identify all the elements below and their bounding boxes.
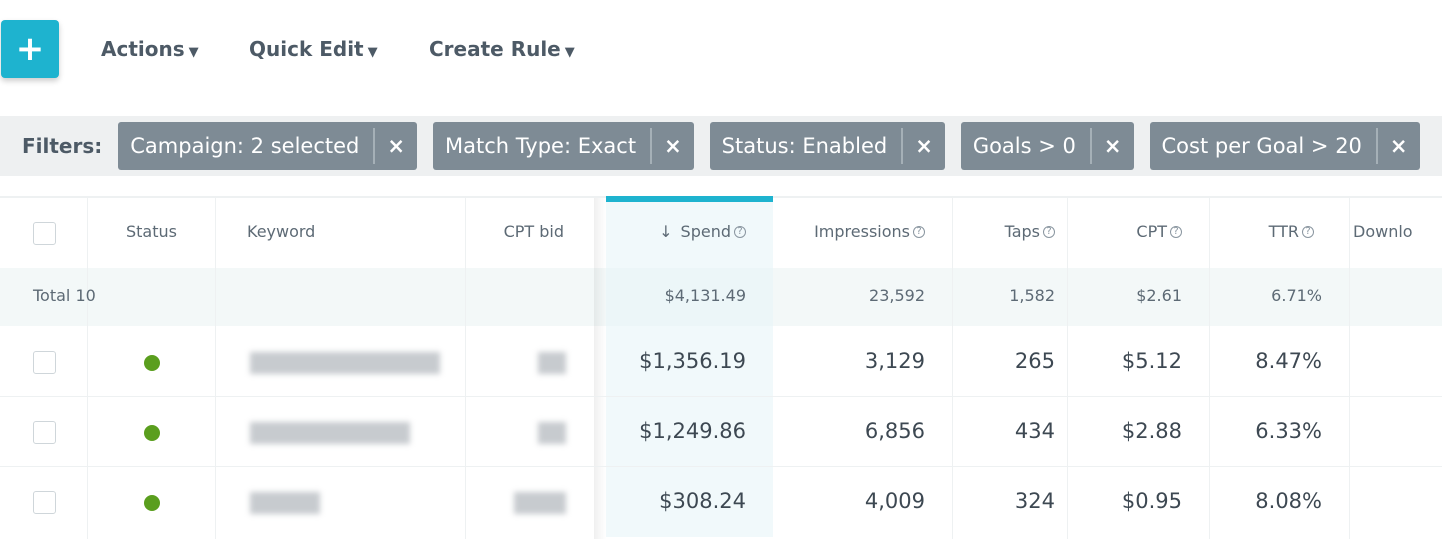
filters-label: Filters:	[22, 134, 103, 158]
col-divider	[773, 198, 953, 539]
col-divider	[88, 198, 216, 539]
header-spend-label: Spend	[680, 222, 731, 241]
help-icon[interactable]: ?	[734, 225, 746, 238]
keyword-redacted	[250, 492, 320, 514]
header-cpt[interactable]: CPT?	[1136, 222, 1182, 241]
total-spend: $4,131.49	[664, 286, 746, 305]
cell-impressions: 6,856	[864, 419, 925, 443]
col-divider	[216, 198, 466, 539]
cell-taps: 265	[1014, 349, 1055, 373]
create-rule-menu[interactable]: Create Rule ▼	[429, 37, 575, 61]
select-all-checkbox[interactable]	[33, 222, 56, 245]
header-ttr[interactable]: TTR?	[1269, 222, 1314, 241]
chip-label: Cost per Goal > 20	[1161, 134, 1362, 158]
actions-label: Actions	[101, 37, 185, 61]
cell-taps: 434	[1014, 419, 1055, 443]
total-taps: 1,582	[1009, 286, 1055, 305]
cell-ttr: 6.33%	[1255, 419, 1322, 443]
header-impressions[interactable]: Impressions?	[814, 222, 925, 241]
header-keyword[interactable]: Keyword	[247, 222, 316, 241]
cpt-bid-redacted	[538, 352, 566, 374]
quick-edit-label: Quick Edit	[249, 37, 364, 61]
cell-ttr: 8.47%	[1255, 349, 1322, 373]
row-divider	[0, 396, 1442, 397]
col-divider	[0, 198, 88, 539]
chevron-down-icon: ▼	[188, 45, 199, 60]
cell-spend: $308.24	[659, 489, 746, 513]
frozen-divider	[594, 198, 606, 539]
cell-impressions: 4,009	[864, 489, 925, 513]
cell-cpt: $0.95	[1121, 489, 1182, 513]
header-ttr-label: TTR	[1268, 222, 1299, 241]
filter-chip-campaign[interactable]: Campaign: 2 selected ×	[118, 122, 417, 170]
cell-impressions: 3,129	[864, 349, 925, 373]
cpt-bid-redacted	[538, 422, 566, 444]
total-impressions: 23,592	[869, 286, 925, 305]
close-icon[interactable]: ×	[650, 128, 694, 164]
filter-bar: Filters: Campaign: 2 selected × Match Typ…	[0, 116, 1442, 176]
close-icon[interactable]: ×	[373, 128, 417, 164]
filter-chip-status[interactable]: Status: Enabled ×	[709, 122, 945, 170]
row-checkbox[interactable]	[33, 421, 56, 444]
close-icon[interactable]: ×	[1089, 128, 1134, 164]
header-taps-label: Taps	[1004, 222, 1040, 241]
sorted-column-highlight	[606, 196, 773, 537]
cell-spend: $1,356.19	[639, 349, 746, 373]
col-divider	[1068, 198, 1210, 539]
cell-cpt: $2.88	[1121, 419, 1182, 443]
cell-cpt: $5.12	[1121, 349, 1182, 373]
help-icon[interactable]: ?	[1302, 225, 1314, 238]
header-status[interactable]: Status	[126, 222, 177, 241]
add-button[interactable]: +	[1, 20, 59, 78]
actions-menu[interactable]: Actions ▼	[101, 37, 199, 61]
help-icon[interactable]: ?	[913, 225, 925, 238]
row-checkbox[interactable]	[33, 351, 56, 374]
cell-taps: 324	[1014, 489, 1055, 513]
header-cpt-label: CPT	[1136, 222, 1167, 241]
status-enabled-icon	[144, 355, 160, 371]
chip-label: Status: Enabled	[721, 134, 888, 158]
total-ttr: 6.71%	[1271, 286, 1322, 305]
total-label: Total 10	[33, 286, 96, 305]
sort-down-icon: ↓	[659, 222, 673, 241]
chip-label: Goals > 0	[972, 134, 1076, 158]
col-divider	[1210, 198, 1350, 539]
chip-label: Campaign: 2 selected	[130, 134, 360, 158]
keyword-redacted	[250, 352, 440, 374]
status-enabled-icon	[144, 425, 160, 441]
cell-ttr: 8.08%	[1255, 489, 1322, 513]
filter-chip-cost-per-goal[interactable]: Cost per Goal > 20 ×	[1149, 122, 1420, 170]
cell-spend: $1,249.86	[639, 419, 746, 443]
filter-chip-goals[interactable]: Goals > 0 ×	[960, 122, 1134, 170]
header-downloads[interactable]: Downlo	[1353, 222, 1413, 241]
keywords-table: Status Keyword CPT bid ↓ Spend? Impressio…	[0, 196, 1442, 539]
chip-label: Match Type: Exact	[444, 134, 637, 158]
create-rule-label: Create Rule	[429, 37, 561, 61]
total-cpt: $2.61	[1136, 286, 1182, 305]
close-icon[interactable]: ×	[1375, 128, 1420, 164]
row-divider	[0, 466, 1442, 467]
chevron-down-icon: ▼	[367, 45, 378, 60]
chevron-down-icon: ▼	[564, 45, 575, 60]
close-icon[interactable]: ×	[901, 128, 945, 164]
header-impressions-label: Impressions	[814, 222, 910, 241]
filter-chip-match-type[interactable]: Match Type: Exact ×	[432, 122, 694, 170]
keyword-redacted	[250, 422, 410, 444]
help-icon[interactable]: ?	[1170, 225, 1182, 238]
col-divider	[953, 198, 1068, 539]
row-checkbox[interactable]	[33, 491, 56, 514]
header-spend[interactable]: ↓ Spend?	[659, 222, 746, 241]
status-enabled-icon	[144, 495, 160, 511]
header-taps[interactable]: Taps?	[1005, 222, 1055, 241]
quick-edit-menu[interactable]: Quick Edit ▼	[249, 37, 378, 61]
header-cpt-bid[interactable]: CPT bid	[503, 222, 564, 241]
help-icon[interactable]: ?	[1043, 225, 1055, 238]
cpt-bid-redacted	[514, 492, 566, 514]
